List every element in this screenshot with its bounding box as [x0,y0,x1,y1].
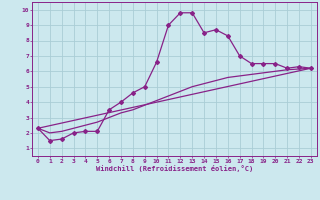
X-axis label: Windchill (Refroidissement éolien,°C): Windchill (Refroidissement éolien,°C) [96,165,253,172]
